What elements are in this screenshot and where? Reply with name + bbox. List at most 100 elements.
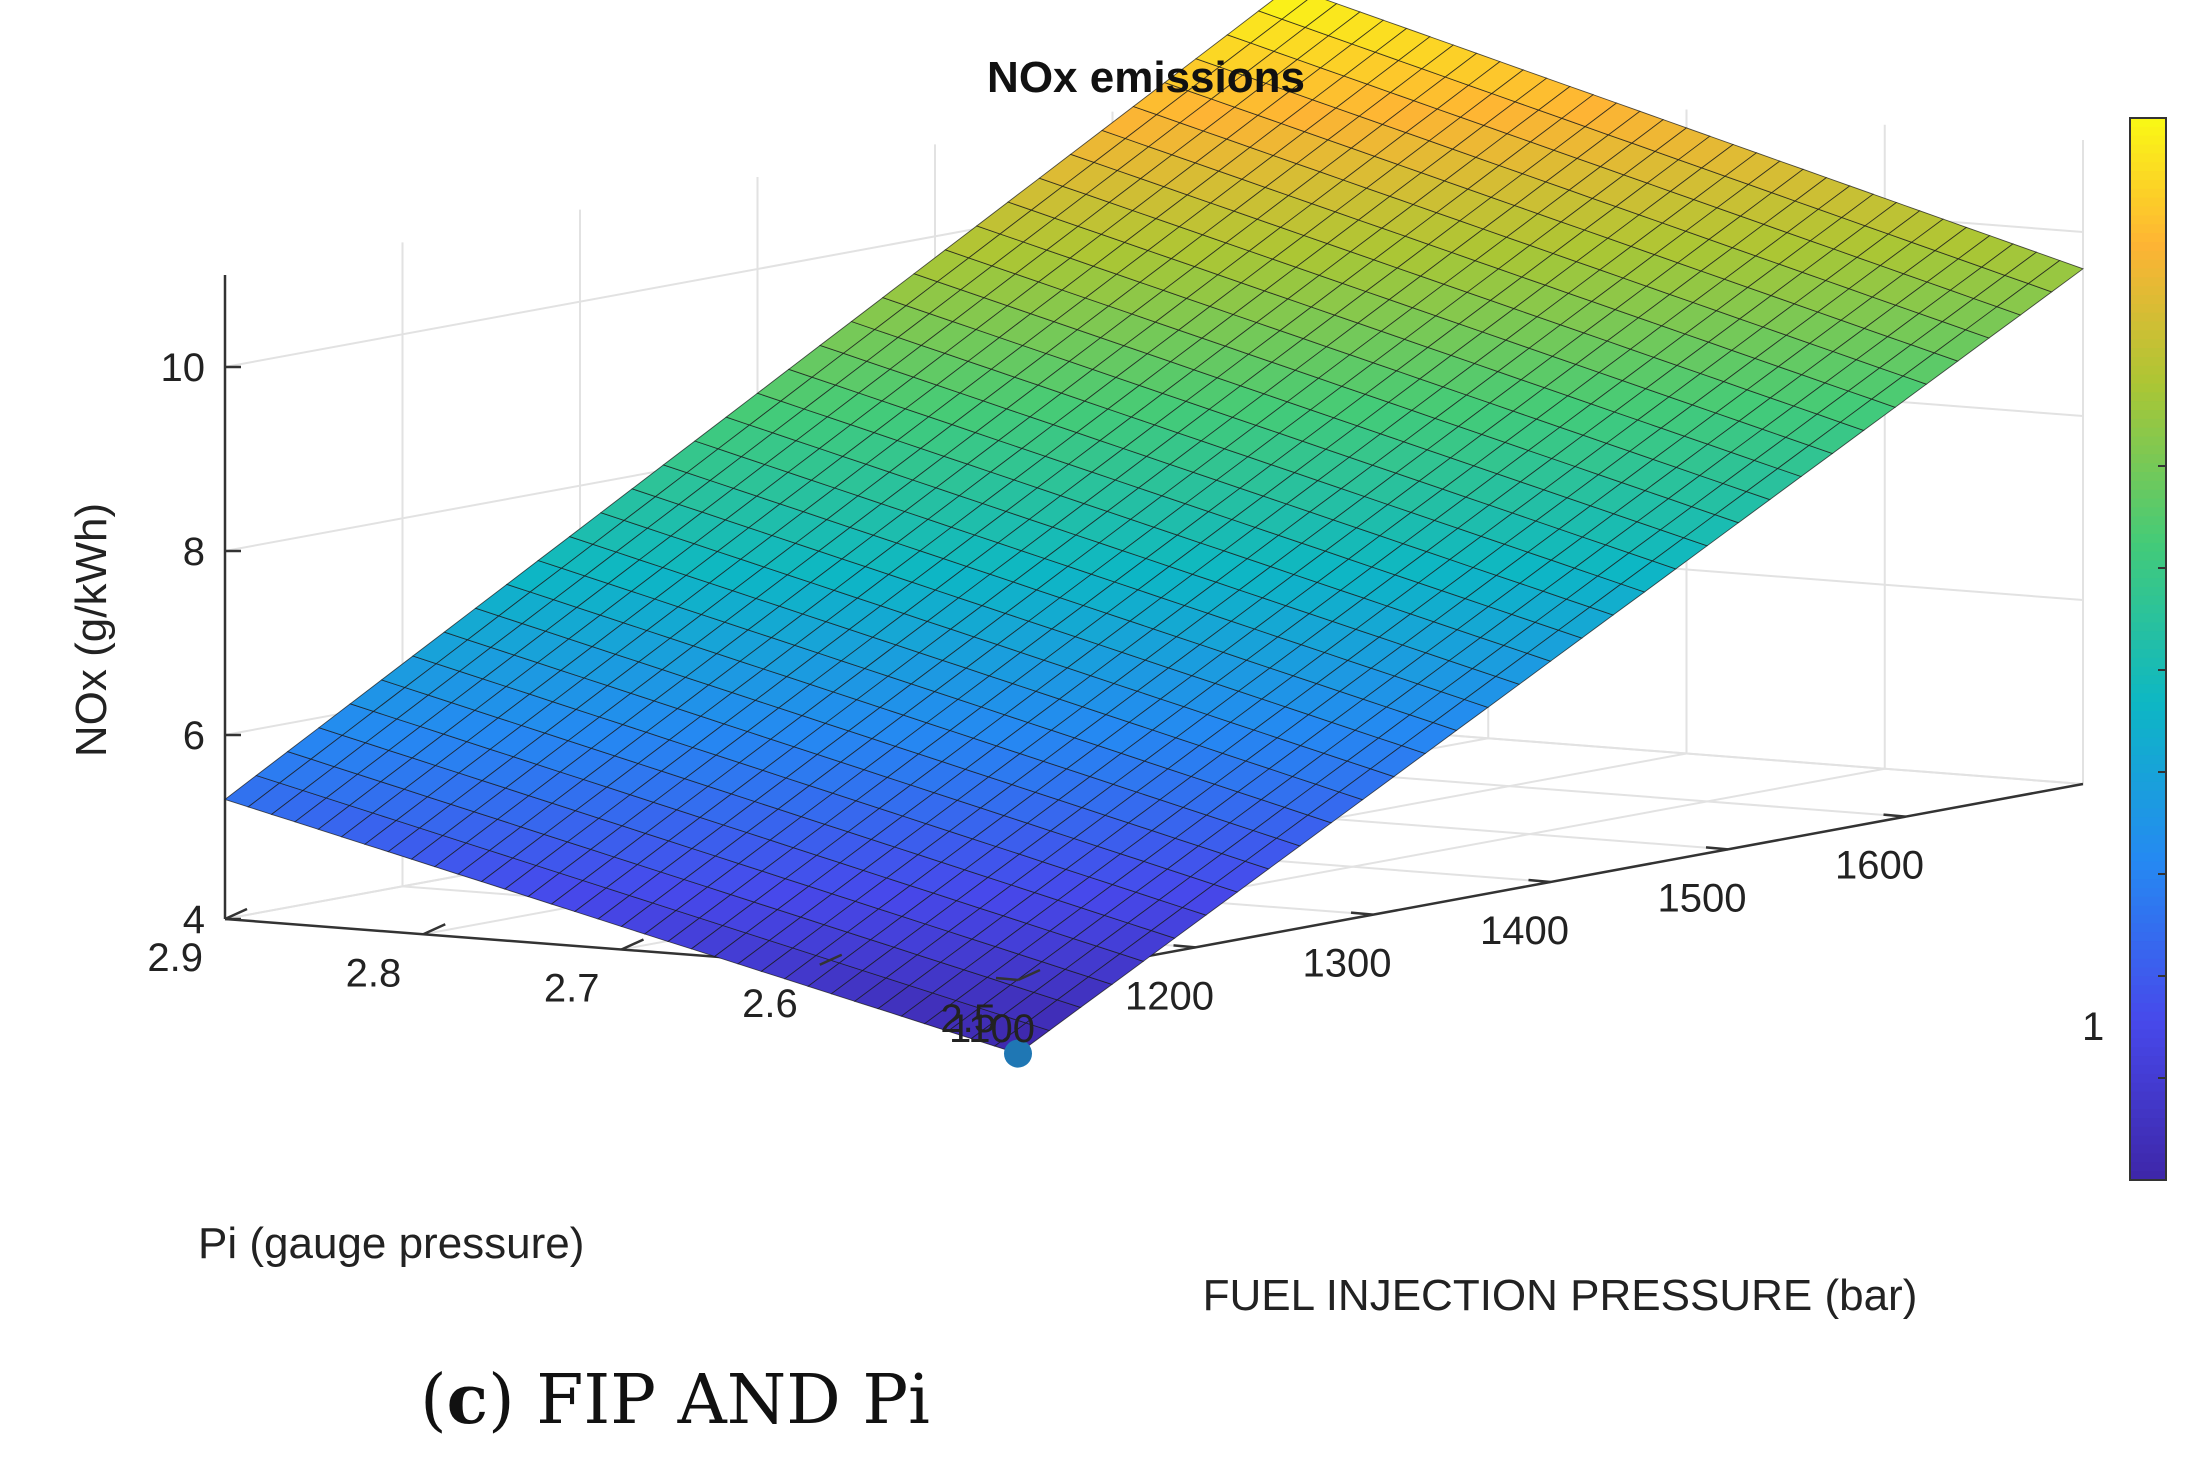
colorbar-segment xyxy=(2130,870,2166,881)
colorbar-segment xyxy=(2130,250,2166,261)
nox-surface-figure: 4 6 8 10 1100 1200 1300 1400 1500 1600 2.5 2.6 2.7 2.… xyxy=(67,0,2167,1320)
x-tick-mark xyxy=(1705,846,1729,851)
colorbar-segment xyxy=(2130,684,2166,695)
colorbar-segment xyxy=(2130,1020,2166,1031)
colorbar-segment xyxy=(2130,135,2166,146)
z-axis-label: NOx (g/kWh) xyxy=(67,503,116,757)
colorbar-segment xyxy=(2130,649,2166,659)
colorbar-segment xyxy=(2130,365,2166,376)
colorbar-segment xyxy=(2130,268,2166,279)
colorbar-segment xyxy=(2130,259,2166,270)
colorbar-segment xyxy=(2130,516,2166,527)
colorbar-segment xyxy=(2130,356,2166,367)
colorbar-segment xyxy=(2130,171,2166,181)
y-tick-label: 2.5 xyxy=(940,997,996,1041)
colorbar-segment xyxy=(2130,781,2166,792)
colorbar-segment xyxy=(2130,967,2166,978)
colorbar-segment xyxy=(2130,233,2166,243)
y-tick-mark xyxy=(422,923,446,936)
colorbar-segment xyxy=(2130,410,2166,420)
colorbar-segment xyxy=(2130,604,2166,615)
colorbar-segment xyxy=(2130,923,2166,934)
colorbar-segment xyxy=(2130,569,2166,580)
y-tick-mark xyxy=(620,938,645,951)
colorbar-segment xyxy=(2130,879,2166,889)
colorbar-segment xyxy=(2130,914,2166,925)
x-tick-mark xyxy=(1528,878,1551,884)
colorbar-segment xyxy=(2130,498,2166,509)
colorbar-segment xyxy=(2130,613,2166,624)
colorbar-segment xyxy=(2130,622,2166,633)
colorbar-segment xyxy=(2130,321,2166,332)
colorbar-segment xyxy=(2130,118,2166,128)
colorbar-segment xyxy=(2130,1135,2166,1146)
colorbar-segment xyxy=(2130,533,2166,544)
colorbar-segment xyxy=(2130,675,2166,686)
x-tick-label: 1400 xyxy=(1480,909,1569,953)
colorbar-segment xyxy=(2130,1118,2166,1128)
colorbar-segment xyxy=(2130,764,2166,774)
colorbar-segment xyxy=(2130,162,2166,173)
colorbar-segment xyxy=(2130,817,2166,827)
colorbar-frame xyxy=(2129,117,2167,1181)
colorbar-segment xyxy=(2130,507,2166,518)
y-tick-label: 2.8 xyxy=(346,951,402,995)
figure-caption: (c) FIP AND Pi xyxy=(420,1360,930,1440)
colorbar-segment xyxy=(2130,595,2166,606)
colorbar-segment xyxy=(2130,1171,2166,1181)
colorbar-segment xyxy=(2130,1153,2166,1164)
colorbar-segment xyxy=(2130,197,2166,208)
colorbar-segment xyxy=(2130,994,2166,1004)
colorbar-segment xyxy=(2130,1011,2166,1022)
colorbar-segment xyxy=(2130,126,2166,137)
colorbar-segment xyxy=(2130,542,2166,553)
colorbar-segment xyxy=(2130,1056,2166,1066)
chart-title: NOx emissions xyxy=(987,53,1305,102)
colorbar-segment xyxy=(2130,153,2166,164)
colorbar-segment xyxy=(2130,277,2166,288)
caption-letter: c xyxy=(446,1360,489,1440)
colorbar-segment xyxy=(2130,1064,2166,1075)
colorbar-segment xyxy=(2130,719,2166,730)
y-tick-label: 2.7 xyxy=(544,967,600,1011)
colorbar-segment xyxy=(2130,330,2166,341)
colorbar-segment xyxy=(2130,560,2166,571)
colorbar-partial-label: 1 xyxy=(2082,1005,2104,1049)
colorbar-segment xyxy=(2130,808,2166,819)
colorbar-segment xyxy=(2130,843,2166,854)
colorbar-segment xyxy=(2130,418,2166,429)
colorbar-segment xyxy=(2130,295,2166,305)
colorbar-segment xyxy=(2130,401,2166,412)
y-axis-label: Pi (gauge pressure) xyxy=(198,1219,584,1268)
colorbar-segment xyxy=(2130,1047,2166,1058)
colorbar-segment xyxy=(2130,436,2166,447)
colorbar-segment xyxy=(2130,746,2166,757)
colorbar-segment xyxy=(2130,224,2166,235)
colorbar-segment xyxy=(2130,1082,2166,1093)
colorbar-segment xyxy=(2130,976,2166,987)
y-tick-mark xyxy=(224,907,248,921)
colorbar-segment xyxy=(2130,1109,2166,1120)
x-tick-mark xyxy=(995,976,1019,982)
colorbar-segment xyxy=(2130,834,2166,845)
colorbar-segment xyxy=(2130,631,2166,642)
colorbar-segment xyxy=(2130,215,2166,226)
colorbar-segment xyxy=(2130,799,2166,810)
colorbar-segment xyxy=(2130,1162,2166,1173)
colorbar-segment xyxy=(2130,1100,2166,1111)
z-tick-label: 10 xyxy=(161,346,206,390)
colorbar-segment xyxy=(2130,1003,2166,1013)
y-tick-label: 2.9 xyxy=(147,936,203,980)
surface-cell xyxy=(2027,259,2084,293)
colorbar-segment xyxy=(2130,728,2166,739)
colorbar-segment xyxy=(2130,949,2166,960)
colorbar-segment xyxy=(2130,941,2166,951)
colorbar-segment xyxy=(2130,179,2166,190)
colorbar-segment xyxy=(2130,755,2166,766)
x-tick-label: 1300 xyxy=(1303,942,1392,986)
colorbar-segment xyxy=(2130,1091,2166,1102)
colorbar-segment xyxy=(2130,985,2166,996)
y-tick-mark xyxy=(819,953,843,966)
colorbar-segment xyxy=(2130,454,2166,465)
y-tick-label: 2.6 xyxy=(742,982,798,1026)
